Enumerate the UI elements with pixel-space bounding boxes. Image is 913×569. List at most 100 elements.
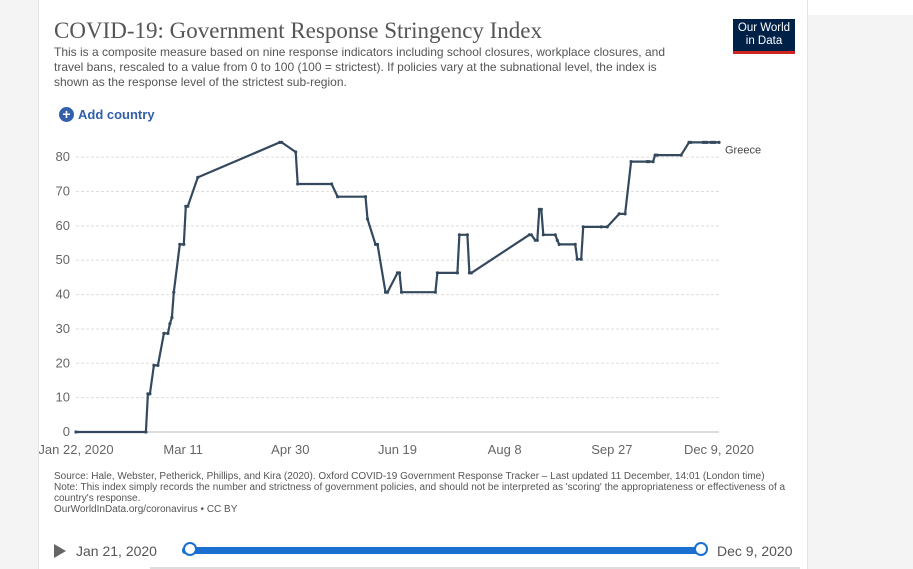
data-point[interactable] <box>178 242 182 246</box>
data-point[interactable] <box>182 242 186 246</box>
top-right-strip <box>808 0 913 15</box>
y-tick-label: 30 <box>56 321 70 336</box>
x-tick-label: Jun 19 <box>378 442 417 457</box>
line-chart[interactable]: 0 10 20 30 40 50 60 70 80 Jan 22, 2020 Mar 11 Apr … <box>39 130 809 465</box>
data-point[interactable] <box>539 207 543 211</box>
x-tick-label: Sep 27 <box>591 442 632 457</box>
sources-block: Source: Hale, Webster, Petherick, Philli… <box>54 471 794 515</box>
data-point[interactable] <box>457 233 461 237</box>
data-point[interactable] <box>365 217 370 221</box>
data-point[interactable] <box>535 238 539 242</box>
data-point[interactable] <box>433 290 437 294</box>
data-point[interactable] <box>629 160 633 164</box>
data-point[interactable] <box>651 160 655 164</box>
data-point[interactable] <box>385 290 390 294</box>
data-point[interactable] <box>186 204 190 208</box>
note-text: Note: This index simply records the numb… <box>54 482 786 504</box>
data-point[interactable] <box>623 212 627 216</box>
x-tick-label: Dec 9, 2020 <box>684 442 754 457</box>
series-line-greece[interactable] <box>76 141 719 434</box>
x-tick-label: Mar 11 <box>163 442 203 457</box>
y-tick-label: 60 <box>56 218 70 233</box>
data-point[interactable] <box>196 175 200 179</box>
data-point[interactable] <box>399 290 404 294</box>
logo-line-1: Our World <box>737 22 791 34</box>
play-icon[interactable] <box>54 544 66 558</box>
data-point[interactable] <box>435 271 439 275</box>
data-point[interactable] <box>363 195 368 199</box>
data-point[interactable] <box>713 140 717 144</box>
data-point[interactable] <box>717 140 721 144</box>
data-point[interactable] <box>581 225 585 229</box>
data-point[interactable] <box>152 363 156 367</box>
bottom-divider <box>150 567 800 569</box>
data-point[interactable] <box>599 225 603 229</box>
data-point[interactable] <box>156 363 160 367</box>
data-point[interactable] <box>330 182 334 186</box>
x-tick-label: Aug 8 <box>488 442 522 457</box>
data-point[interactable] <box>689 140 693 144</box>
logo-line-2: in Data <box>745 35 783 47</box>
timeline-end-label: Dec 9, 2020 <box>717 543 793 559</box>
series-label[interactable]: Greece <box>725 144 761 156</box>
data-point[interactable] <box>336 195 340 199</box>
license-link[interactable]: OurWorldInData.org/coronavirus • CC BY <box>54 504 238 515</box>
data-point[interactable] <box>144 430 148 434</box>
x-axis-ticks: Jan 22, 2020 Mar 11 Apr 30 Jun 19 Aug 8 Sep 2… <box>39 442 754 457</box>
data-point[interactable] <box>294 150 298 154</box>
data-point[interactable] <box>553 233 557 237</box>
y-tick-label: 40 <box>56 287 70 302</box>
y-axis-ticks: 0 10 20 30 40 50 60 70 80 <box>56 149 70 439</box>
y-tick-label: 50 <box>56 252 70 267</box>
y-tick-label: 80 <box>56 149 70 164</box>
data-point[interactable] <box>705 140 709 144</box>
data-point[interactable] <box>617 212 621 216</box>
timeline-slider[interactable]: Jan 21, 2020 Dec 9, 2020 <box>54 540 804 562</box>
data-point[interactable] <box>162 331 166 335</box>
data-point[interactable] <box>148 392 152 396</box>
series-group: Greece <box>74 140 761 434</box>
x-tick-label: Jan 22, 2020 <box>39 442 114 457</box>
timeline-end-handle[interactable] <box>694 542 708 556</box>
add-country-label: Add country <box>78 107 155 122</box>
data-point[interactable] <box>541 233 545 237</box>
data-point[interactable] <box>655 153 659 157</box>
y-tick-label: 70 <box>56 184 70 199</box>
grid-lines <box>76 156 719 433</box>
x-tick-label: Apr 30 <box>271 442 309 457</box>
data-point[interactable] <box>455 271 459 275</box>
plus-circle-icon: + <box>59 107 74 122</box>
add-country-button[interactable]: + Add country <box>59 107 155 122</box>
data-point[interactable] <box>465 233 469 237</box>
timeline-start-label: Jan 21, 2020 <box>76 543 157 559</box>
data-point[interactable] <box>557 242 561 246</box>
data-point[interactable] <box>647 160 651 164</box>
source-text: Source: Hale, Webster, Petherick, Philli… <box>54 471 765 482</box>
data-point[interactable] <box>605 225 609 229</box>
chart-title: COVID-19: Government Response Stringency… <box>54 18 543 43</box>
owid-logo[interactable]: Our World in Data <box>733 19 795 54</box>
data-point[interactable] <box>280 140 284 144</box>
data-point[interactable] <box>573 242 577 246</box>
data-point[interactable] <box>575 257 579 261</box>
data-point[interactable] <box>166 331 170 335</box>
data-point[interactable] <box>679 153 683 157</box>
data-point[interactable] <box>397 271 402 275</box>
data-point[interactable] <box>529 233 533 237</box>
timeline-start-handle[interactable] <box>183 542 197 556</box>
chart-card: COVID-19: Government Response Stringency… <box>38 0 808 569</box>
data-point[interactable] <box>375 242 380 246</box>
data-point[interactable] <box>579 257 583 261</box>
chart-subtitle: This is a composite measure based on nin… <box>54 45 665 89</box>
data-point[interactable] <box>555 238 559 242</box>
timeline-track[interactable] <box>182 547 702 554</box>
y-tick-label: 10 <box>56 390 70 405</box>
data-point[interactable] <box>168 322 172 326</box>
data-point[interactable] <box>469 271 473 275</box>
data-point[interactable] <box>296 182 300 186</box>
y-tick-label: 0 <box>63 424 70 439</box>
data-point[interactable] <box>172 290 176 294</box>
y-tick-label: 20 <box>56 355 70 370</box>
data-point[interactable] <box>74 430 78 434</box>
data-point[interactable] <box>170 316 174 320</box>
